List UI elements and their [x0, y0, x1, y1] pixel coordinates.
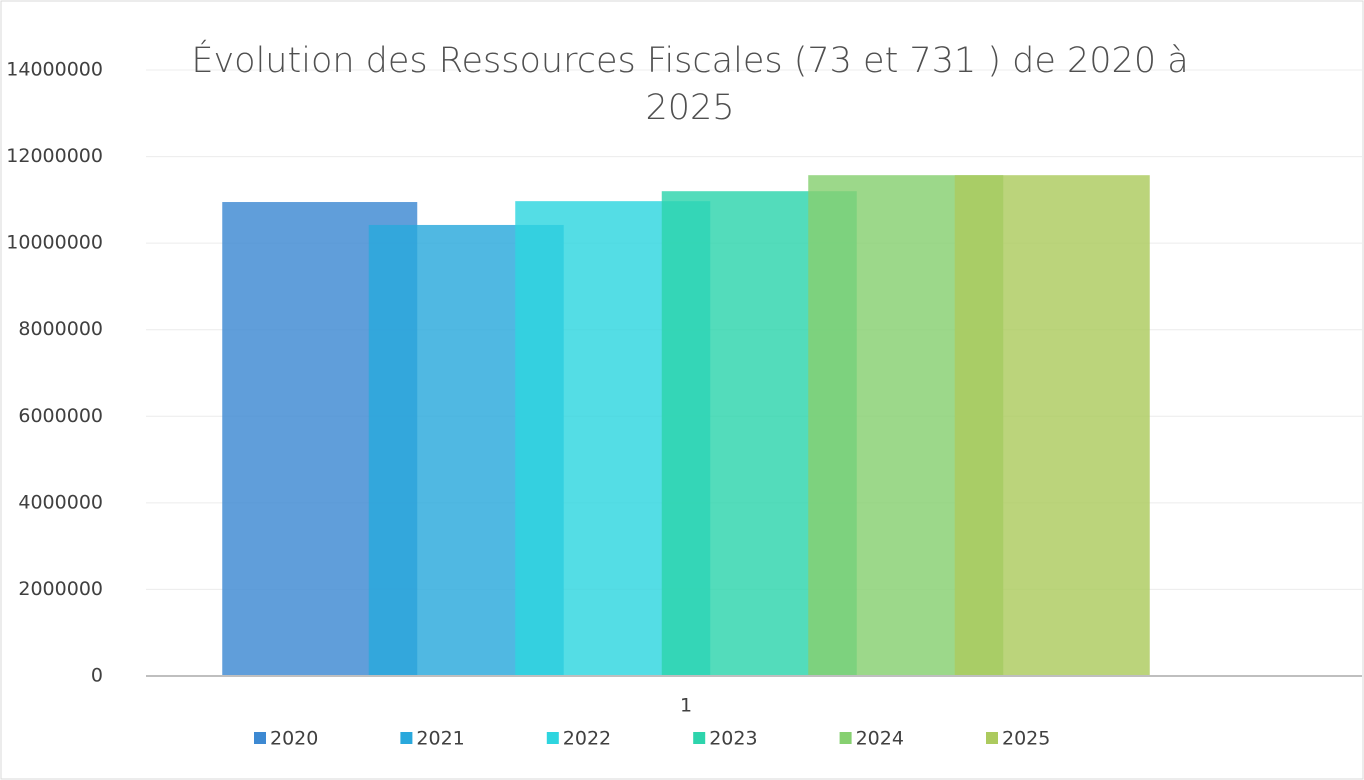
y-tick-label: 8000000: [18, 318, 103, 340]
chart-title: Évolution des Ressources Fiscales (73 et…: [191, 41, 1189, 128]
legend-swatch: [986, 732, 998, 744]
legend-label: 2022: [563, 728, 611, 750]
legend-swatch: [254, 732, 266, 744]
y-tick-label: 6000000: [18, 405, 103, 427]
y-tick-label: 4000000: [18, 491, 103, 513]
legend-swatch: [546, 732, 559, 744]
y-tick-label: 12000000: [6, 145, 103, 167]
legend-label: 2023: [709, 728, 757, 750]
legend-label: 2025: [1002, 728, 1050, 750]
legend-swatch: [400, 732, 413, 744]
legend-swatch: [839, 732, 852, 744]
y-tick-label: 14000000: [6, 59, 103, 81]
y-tick-label: 10000000: [6, 232, 103, 254]
legend-label: 2021: [416, 728, 464, 750]
legend-swatch: [693, 732, 706, 744]
x-tick-label: 1: [680, 695, 692, 717]
legend-label: 2020: [270, 728, 318, 750]
bar: [954, 175, 1150, 677]
legend-label: 2024: [856, 728, 904, 750]
y-tick-label: 2000000: [18, 578, 103, 600]
y-tick-label: 0: [91, 665, 103, 687]
